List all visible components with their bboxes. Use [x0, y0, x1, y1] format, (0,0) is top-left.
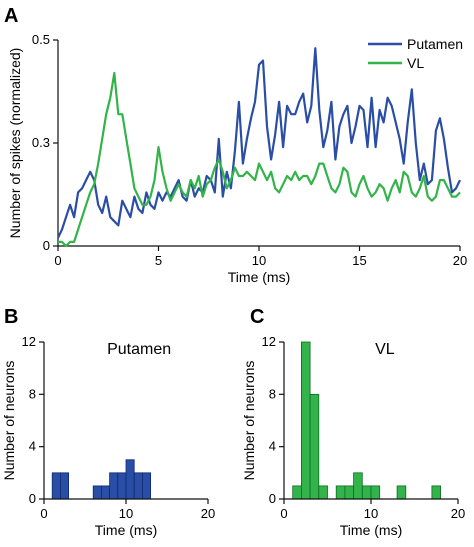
histogram-bar — [370, 485, 381, 500]
histogram-bar — [101, 485, 111, 500]
histogram-bar — [300, 341, 311, 500]
y-axis-label: Number of spikes (normalized) — [7, 48, 23, 239]
x-axis-label: Time (ms) — [340, 522, 402, 538]
y-tick-label: 8 — [269, 386, 276, 401]
x-tick-label: 20 — [201, 506, 215, 521]
histogram-bar — [133, 472, 143, 500]
x-axis-label: Time (ms) — [228, 269, 290, 285]
y-tick-label: 8 — [29, 386, 36, 401]
histogram-bar — [125, 459, 135, 500]
x-tick-label: 20 — [453, 253, 467, 268]
panel-letter-b: B — [4, 306, 18, 328]
x-tick-label: 10 — [252, 253, 266, 268]
x-tick-label: 10 — [119, 506, 133, 521]
legend-label: Putamen — [407, 36, 463, 52]
histogram-bar — [117, 472, 127, 500]
legend-label: VL — [407, 55, 424, 71]
y-tick-label: 0.3 — [32, 135, 50, 150]
x-tick-label: 10 — [364, 506, 378, 521]
histogram-bar — [344, 485, 354, 500]
histogram-bar — [361, 485, 372, 500]
y-tick-label: 0.5 — [32, 32, 50, 47]
x-tick-label: 0 — [280, 506, 287, 521]
histogram-bar — [353, 472, 363, 500]
histogram-bar — [309, 393, 320, 500]
y-tick-label: 12 — [262, 334, 276, 349]
panel-a-chart: 0 5 10 15 20 0 0.3 0.5 Time (ms) Number of spikes… — [7, 32, 467, 285]
y-tick-label: 12 — [22, 334, 36, 349]
histogram-bar — [396, 485, 407, 500]
panel-letter-a: A — [4, 5, 18, 27]
histogram-bar — [141, 472, 151, 500]
panel-letter-c: C — [250, 306, 264, 328]
histogram-bar — [60, 472, 70, 500]
y-tick-label: 0 — [269, 491, 276, 506]
x-axis-label: Time (ms) — [95, 522, 157, 538]
histogram-bar — [92, 485, 102, 500]
histogram-bar — [335, 485, 346, 500]
histogram-bar — [431, 485, 441, 500]
y-tick-label: 4 — [269, 439, 276, 454]
histogram-bar — [292, 485, 302, 500]
y-axis-label: Number of neurons — [1, 361, 17, 481]
chart-title: VL — [375, 341, 395, 358]
panel-b-chart: 0 10 20 0 4 8 12 Time (ms) Number of neurons Puta… — [1, 334, 215, 538]
series-line-putamen — [57, 47, 461, 239]
y-tick-label: 0 — [29, 491, 36, 506]
x-tick-label: 0 — [54, 253, 61, 268]
panel-c-chart: 0 10 20 0 4 8 12 Time (ms) Number of neurons VL — [241, 334, 465, 538]
x-tick-label: 20 — [451, 506, 465, 521]
y-axis-label: Number of neurons — [241, 361, 257, 481]
chart-title: Putamen — [107, 341, 171, 358]
series-line-vl — [58, 71, 461, 248]
histogram-bar — [109, 472, 119, 500]
y-tick-label: 0 — [43, 238, 50, 253]
y-tick-label: 4 — [29, 439, 36, 454]
x-tick-label: 0 — [40, 506, 47, 521]
histogram-bar — [51, 472, 61, 500]
x-tick-label: 5 — [155, 253, 162, 268]
x-tick-label: 15 — [352, 253, 366, 268]
histogram-bar — [318, 485, 328, 500]
